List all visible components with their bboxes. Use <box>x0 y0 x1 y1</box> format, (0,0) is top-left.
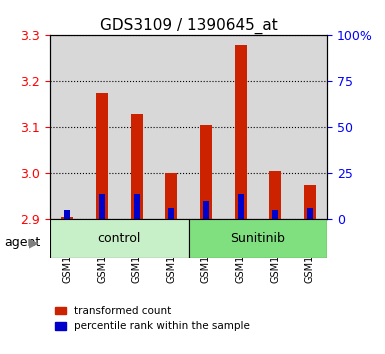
Text: Sunitinib: Sunitinib <box>231 233 285 245</box>
Bar <box>269 171 281 219</box>
Bar <box>203 201 209 219</box>
Bar <box>96 93 108 219</box>
Bar <box>50 35 85 219</box>
Legend: transformed count, percentile rank within the sample: transformed count, percentile rank withi… <box>55 306 250 331</box>
Bar <box>61 217 74 219</box>
Bar <box>189 219 327 258</box>
Text: agent: agent <box>4 236 40 249</box>
Bar <box>304 185 316 219</box>
Bar <box>134 194 140 219</box>
Title: GDS3109 / 1390645_at: GDS3109 / 1390645_at <box>100 18 278 34</box>
Bar <box>64 210 70 219</box>
Text: control: control <box>98 233 141 245</box>
Bar <box>307 208 313 219</box>
Bar <box>168 208 174 219</box>
Bar <box>165 173 177 219</box>
Bar <box>131 114 143 219</box>
Text: ▶: ▶ <box>29 236 38 249</box>
Bar <box>293 35 327 219</box>
Bar <box>200 125 212 219</box>
Bar <box>258 35 293 219</box>
Bar <box>189 35 223 219</box>
Bar <box>272 210 278 219</box>
Bar <box>154 35 189 219</box>
Bar <box>85 35 119 219</box>
Bar <box>50 219 189 258</box>
Bar <box>223 35 258 219</box>
Bar <box>99 194 105 219</box>
Bar <box>234 45 247 219</box>
Bar <box>119 35 154 219</box>
Bar <box>238 194 244 219</box>
